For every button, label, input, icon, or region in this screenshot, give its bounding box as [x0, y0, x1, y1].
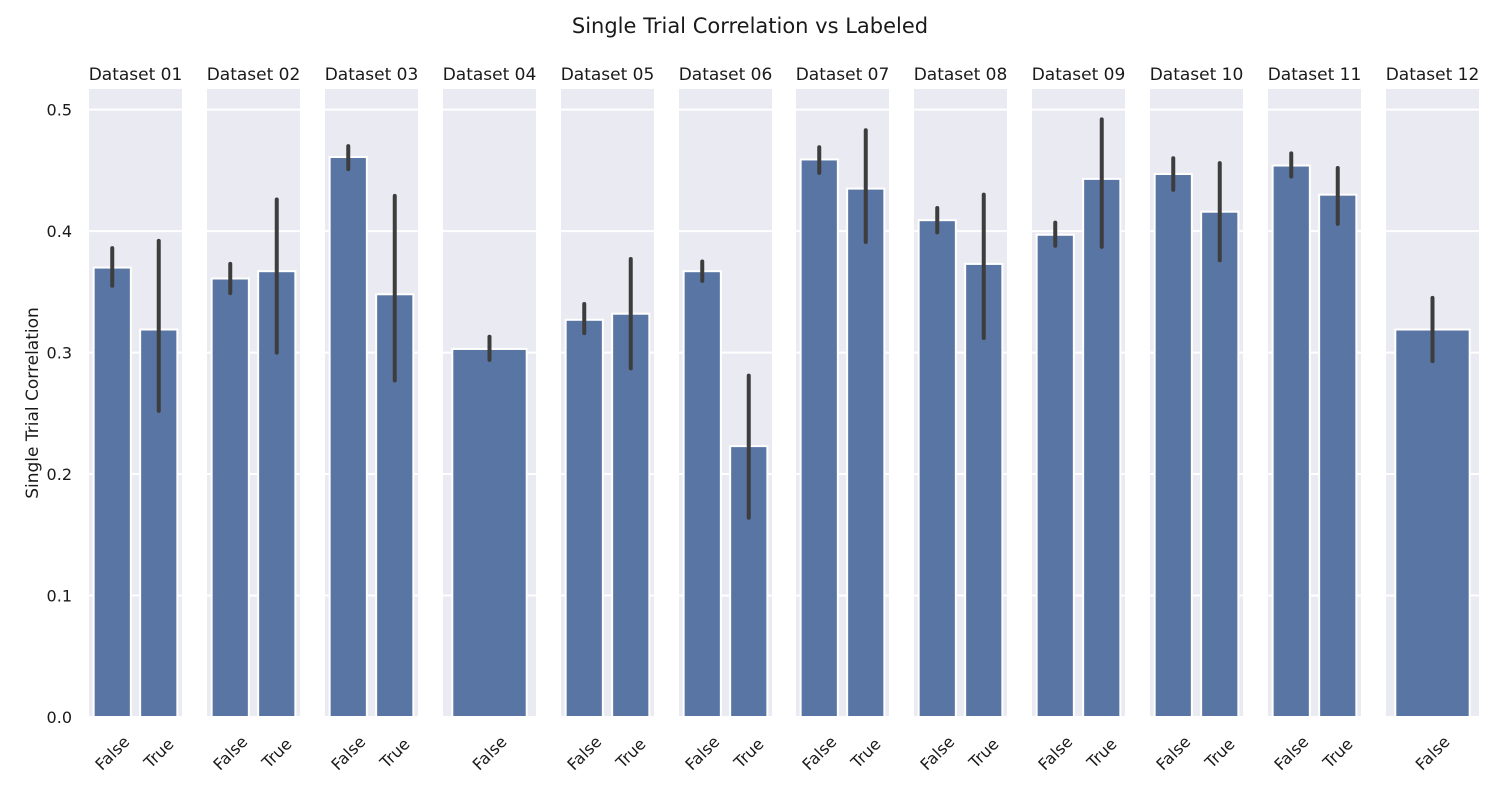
- panel-title: Dataset 04: [443, 65, 537, 85]
- panel-06: Dataset 06 False True: [679, 65, 773, 774]
- panel-title: Dataset 06: [679, 65, 773, 85]
- x-tick-label: False: [1034, 732, 1076, 774]
- panel-title: Dataset 05: [561, 65, 655, 85]
- chart-title: Single Trial Correlation vs Labeled: [572, 14, 928, 38]
- bar-true: [611, 312, 651, 718]
- x-tick-label: True: [1200, 734, 1238, 772]
- x-tick-label: False: [798, 732, 840, 774]
- panel-title: Dataset 03: [325, 65, 419, 85]
- bar-true: [846, 187, 886, 719]
- x-tick-label: False: [681, 732, 723, 774]
- bar-false: [210, 277, 250, 718]
- panel-title: Dataset 07: [796, 65, 890, 85]
- x-tick-label: True: [729, 734, 767, 772]
- panel-title: Dataset 09: [1032, 65, 1126, 85]
- bar-false: [328, 156, 368, 719]
- x-tick-label: False: [469, 732, 511, 774]
- y-tick-label: 0.2: [47, 465, 72, 484]
- panel-title: Dataset 08: [914, 65, 1008, 85]
- panel-02: Dataset 02 False True: [207, 65, 301, 774]
- y-tick-label: 0.4: [47, 222, 72, 241]
- panel-title: Dataset 01: [89, 65, 183, 85]
- panel-title: Dataset 10: [1150, 65, 1244, 85]
- x-tick-label: False: [916, 732, 958, 774]
- bar-false: [451, 347, 528, 718]
- y-tick-label: 0.0: [47, 708, 72, 727]
- panel-12: Dataset 12 False: [1386, 65, 1480, 774]
- x-tick-label: False: [327, 732, 369, 774]
- panel-title: Dataset 12: [1386, 65, 1480, 85]
- x-tick-label: False: [209, 732, 251, 774]
- x-tick-label: False: [563, 732, 605, 774]
- bar-false: [917, 219, 957, 718]
- panel-01: Dataset 01 False True: [89, 65, 183, 774]
- x-tick-label: True: [846, 734, 884, 772]
- bar-false: [1394, 328, 1471, 718]
- panel-title: Dataset 11: [1268, 65, 1362, 85]
- bar-false: [564, 318, 604, 718]
- panel-09: Dataset 09 False True: [1032, 65, 1126, 774]
- x-tick-label: True: [139, 734, 177, 772]
- panel-07: Dataset 07 False True: [796, 65, 890, 774]
- y-tick-label: 0.3: [47, 344, 72, 363]
- panel-05: Dataset 05 False True: [561, 65, 655, 774]
- bar-false: [1153, 173, 1193, 719]
- y-axis-label: Single Trial Correlation: [23, 307, 43, 499]
- x-tick-label: False: [1152, 732, 1194, 774]
- bar-true: [1200, 210, 1240, 718]
- panel-11: Dataset 11 False True: [1268, 65, 1362, 774]
- panel-04: Dataset 04 False: [443, 65, 537, 774]
- x-tick-label: True: [1082, 734, 1120, 772]
- x-tick-label: True: [964, 734, 1002, 772]
- x-tick-label: False: [1412, 732, 1454, 774]
- panel-title: Dataset 02: [207, 65, 301, 85]
- bar-false: [799, 158, 839, 718]
- panel-08: Dataset 08 False True: [914, 65, 1008, 774]
- bar-false: [92, 266, 132, 718]
- bar-false: [682, 270, 722, 718]
- bar-true: [1082, 177, 1122, 718]
- x-tick-label: True: [1318, 734, 1356, 772]
- x-tick-label: True: [611, 734, 649, 772]
- x-tick-label: False: [91, 732, 133, 774]
- panel-03: Dataset 03 False True: [325, 65, 419, 774]
- bar-false: [1035, 233, 1075, 718]
- y-tick-label: 0.5: [47, 101, 72, 120]
- x-tick-label: True: [257, 734, 295, 772]
- x-tick-label: False: [1270, 732, 1312, 774]
- bar-true: [1318, 193, 1358, 719]
- x-tick-label: True: [375, 734, 413, 772]
- bar-false: [1271, 164, 1311, 718]
- y-tick-label: 0.1: [47, 587, 72, 606]
- panel-10: Dataset 10 False True: [1150, 65, 1244, 774]
